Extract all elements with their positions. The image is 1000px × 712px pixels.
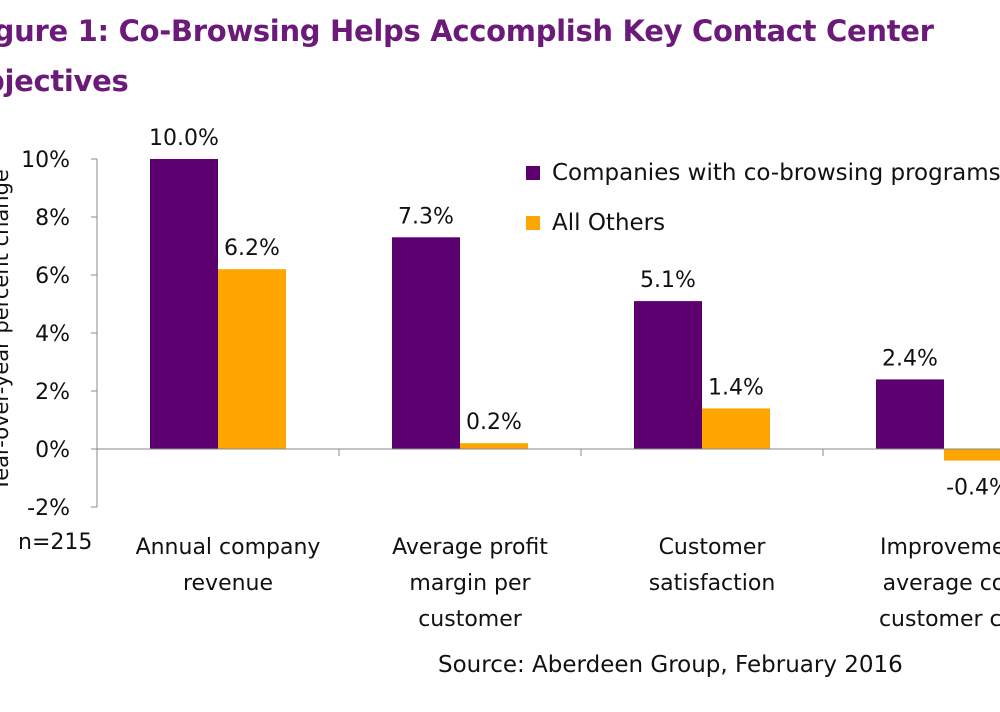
y-axis-title: Year-over-year percent change (0, 169, 13, 492)
bar-all-others (460, 443, 528, 449)
x-category-label: average cost (883, 571, 1000, 596)
bar-cobrowsing (634, 301, 702, 449)
y-tick-label: 4% (35, 322, 70, 347)
bar-all-others (218, 269, 286, 449)
bar-all-others (702, 408, 770, 449)
legend-label-all-others: All Others (552, 210, 666, 236)
x-category-label: Average profit (392, 535, 548, 560)
legend-entry-all-others: All Others (526, 208, 665, 238)
x-category-label: customer con (879, 607, 1000, 632)
y-tick-label: -2% (27, 496, 70, 521)
x-category-label: margin per (409, 571, 531, 596)
chart-title-line-2: bjectives (0, 64, 129, 98)
y-tick-label: 10% (21, 148, 70, 173)
data-label: 0.2% (466, 410, 522, 435)
bar-cobrowsing (392, 237, 460, 449)
bar-all-others (944, 449, 1000, 461)
bar-cobrowsing (150, 159, 218, 449)
data-label: 10.0% (149, 126, 219, 151)
x-category-label: customer (418, 607, 523, 632)
y-tick-label: 6% (35, 264, 70, 289)
x-category-label: revenue (183, 571, 273, 596)
y-tick-label: 2% (35, 380, 70, 405)
data-label: 6.2% (224, 236, 280, 261)
bar-cobrowsing (876, 379, 944, 449)
legend-label-cobrowsing: Companies with co-browsing programs (552, 160, 1000, 186)
legend-swatch-all-others (526, 216, 540, 230)
data-label: -0.4% (946, 476, 1000, 501)
sample-size-note: n=215 (18, 530, 93, 555)
chart-title-line-1: igure 1: Co-Browsing Helps Accomplish Ke… (0, 14, 934, 48)
data-label: 5.1% (640, 268, 696, 293)
data-label: 2.4% (882, 346, 938, 371)
y-tick-label: 0% (35, 438, 70, 463)
data-label: 1.4% (708, 375, 764, 400)
legend-entry-cobrowsing: Companies with co-browsing programs (526, 158, 1000, 188)
x-category-label: Annual company (136, 535, 321, 560)
x-category-label: Improvement (880, 535, 1000, 560)
y-tick-label: 8% (35, 206, 70, 231)
x-category-label: Customer (659, 535, 767, 560)
data-label: 7.3% (398, 204, 454, 229)
source-note: Source: Aberdeen Group, February 2016 (438, 652, 903, 678)
x-category-label: satisfaction (649, 571, 776, 596)
legend-swatch-cobrowsing (526, 166, 540, 180)
